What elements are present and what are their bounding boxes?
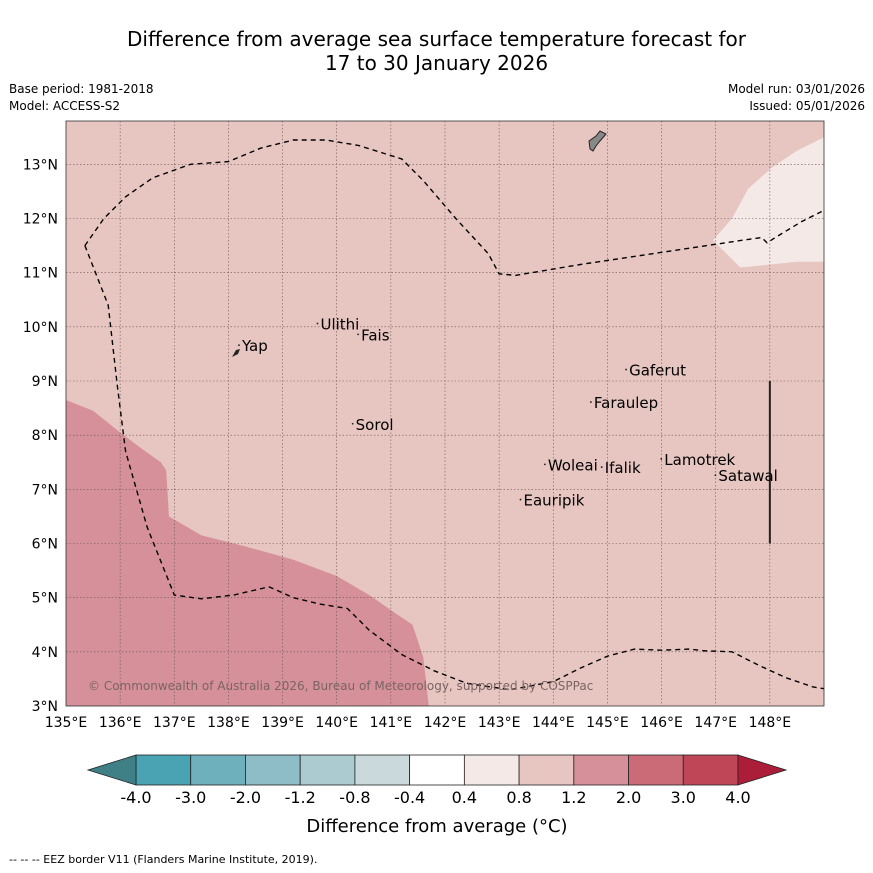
colorbar-tick-label: 0.8 <box>506 788 531 807</box>
island-marker <box>600 466 603 468</box>
x-tick-label: 141°E <box>370 715 413 731</box>
colorbar-bin <box>190 754 246 786</box>
colorbar-tick-label: 1.2 <box>561 788 586 807</box>
island-marker <box>625 368 627 371</box>
x-tick-label: 143°E <box>478 715 521 731</box>
colorbar-tick-label: -4.0 <box>120 788 151 807</box>
island-label-faraulep: Faraulep <box>594 394 658 412</box>
colorbar-tick-label: 0.4 <box>452 788 477 807</box>
y-tick-label: 6°N <box>32 537 58 553</box>
y-tick-label: 5°N <box>32 591 58 607</box>
title-line-1: Difference from average sea surface temp… <box>126 27 746 51</box>
colorbar-bin <box>135 754 192 786</box>
x-tick-label: 138°E <box>207 715 250 731</box>
base-period: Base period: 1981-2018 <box>9 82 154 96</box>
island-marker <box>589 401 592 403</box>
yap-landmass <box>232 349 240 357</box>
y-tick-label: 11°N <box>23 266 58 282</box>
y-tick-label: 3°N <box>32 699 58 715</box>
anomaly-region-2 <box>713 137 824 268</box>
island-label-yap: Yap <box>241 337 268 355</box>
eez-border-line-1 <box>84 139 825 277</box>
island-label-eauripik: Eauripik <box>524 492 585 510</box>
guam-landmass <box>588 130 607 152</box>
colorbar-bin <box>573 754 629 786</box>
copyright-notice: © Commonwealth of Australia 2026, Bureau… <box>88 679 593 693</box>
model-run: Model run: 03/01/2026 <box>727 82 865 96</box>
colorbar-bin <box>245 754 301 786</box>
island-marker <box>519 498 522 501</box>
y-tick-label: 4°N <box>32 645 58 661</box>
colorbar-tick-label: -2.0 <box>230 788 261 807</box>
x-tick-label: 135°E <box>45 715 88 731</box>
island-marker <box>543 463 546 466</box>
x-tick-label: 140°E <box>315 715 358 731</box>
island-label-satawal: Satawal <box>718 467 777 485</box>
island-label-woleai: Woleai <box>548 456 598 474</box>
island-label-gaferut: Gaferut <box>629 362 686 380</box>
island-marker <box>714 474 717 477</box>
x-tick-label: 142°E <box>424 715 467 731</box>
colorbar-tick-label: -0.8 <box>339 788 370 807</box>
colorbar-over-arrow <box>737 754 788 786</box>
island-marker <box>316 322 319 325</box>
y-tick-label: 12°N <box>23 212 58 228</box>
x-tick-label: 137°E <box>153 715 196 731</box>
colorbar-bin <box>628 754 684 786</box>
eez-border-note: -- -- -- EEZ border V11 (Flanders Marine… <box>9 853 318 866</box>
meta-right: Model run: 03/01/2026 Issued: 05/01/2026 <box>728 81 865 115</box>
colorbar-tick-label: -1.2 <box>285 788 316 807</box>
y-tick-label: 10°N <box>23 320 58 336</box>
x-tick-label: 139°E <box>261 715 304 731</box>
title-line-2: 17 to 30 January 2026 <box>324 51 549 75</box>
y-tick-label: 13°N <box>23 157 58 173</box>
y-tick-label: 8°N <box>32 428 58 444</box>
x-tick-label: 148°E <box>749 715 792 731</box>
model-name: Model: ACCESS-S2 <box>9 99 121 113</box>
meta-left: Base period: 1981-2018 Model: ACCESS-S2 <box>9 81 154 115</box>
island-label-lamotrek: Lamotrek <box>664 451 735 469</box>
x-tick-label: 144°E <box>532 715 575 731</box>
anomaly-region-1 <box>66 400 429 706</box>
island-label-sorol: Sorol <box>356 416 394 434</box>
y-tick-label: 9°N <box>32 374 58 390</box>
island-marker <box>660 458 663 460</box>
colorbar-tick-label: 4.0 <box>725 788 750 807</box>
colorbar-tick-label: 3.0 <box>671 788 696 807</box>
colorbar-bin <box>463 754 520 786</box>
colorbar-bin <box>682 754 739 786</box>
x-tick-label: 145°E <box>586 715 629 731</box>
x-tick-label: 146°E <box>640 715 683 731</box>
x-tick-label: 147°E <box>694 715 737 731</box>
island-label-ifalik: Ifalik <box>605 459 641 477</box>
chart-title: Difference from average sea surface temp… <box>0 27 873 75</box>
island-marker <box>351 422 354 425</box>
island-label-fais: Fais <box>361 326 390 344</box>
colorbar-bin <box>354 754 411 786</box>
colorbar-bin <box>518 754 575 786</box>
issued-date: Issued: 05/01/2026 <box>749 99 865 113</box>
eez-border-line-2 <box>84 245 825 691</box>
colorbar-under-arrow <box>86 754 137 786</box>
island-marker <box>238 344 240 347</box>
y-tick-label: 7°N <box>32 482 58 498</box>
colorbar-bin <box>409 754 465 786</box>
island-label-ulithi: Ulithi <box>320 316 359 334</box>
island-marker <box>357 333 359 336</box>
anomaly-background-region <box>66 121 824 706</box>
colorbar-label: Difference from average (°C) <box>306 816 567 837</box>
colorbar-tick-label: -0.4 <box>394 788 425 807</box>
colorbar-tick-label: 2.0 <box>616 788 641 807</box>
colorbar-tick-label: -3.0 <box>175 788 206 807</box>
plot-frame <box>65 120 825 707</box>
x-tick-label: 136°E <box>99 715 142 731</box>
colorbar-bin <box>299 754 356 786</box>
